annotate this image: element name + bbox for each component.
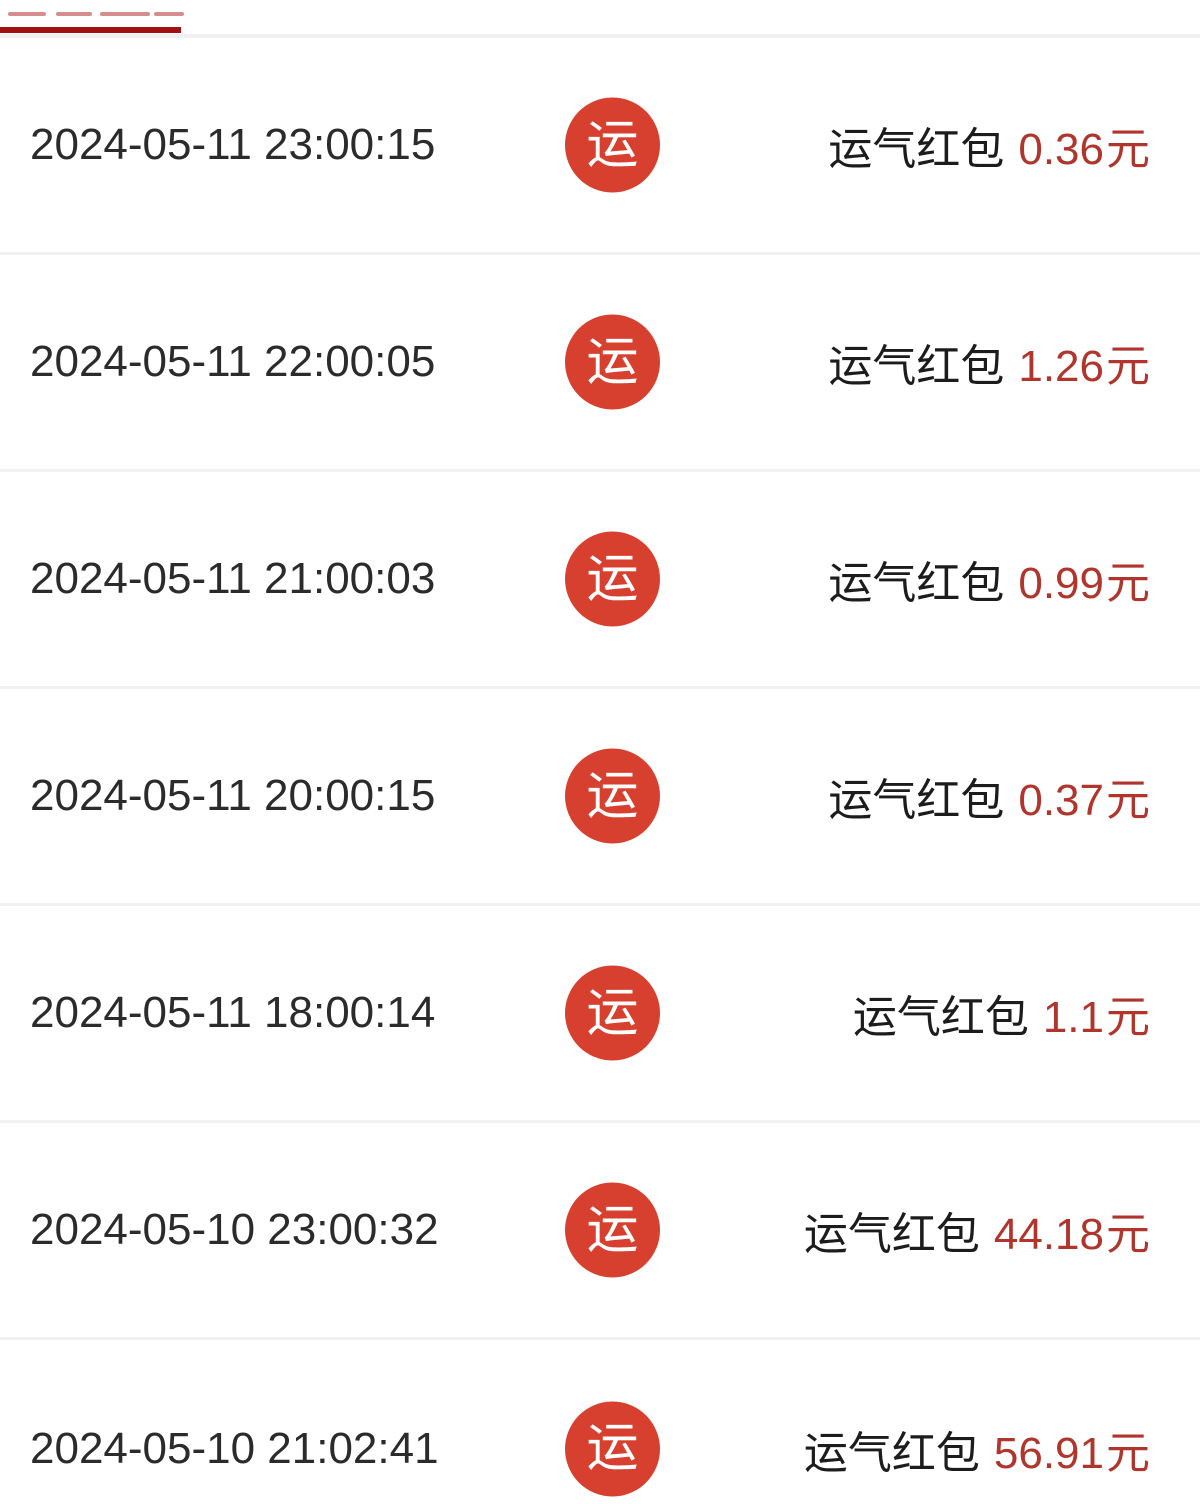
yun-character-glyph: 运: [586, 1201, 639, 1259]
currency-unit: 元: [1106, 776, 1150, 825]
cropped-tab-text-fragment: [8, 12, 46, 16]
lucky-red-packet-icon: 运: [565, 1182, 660, 1278]
currency-unit: 元: [1106, 342, 1150, 391]
record-label: 运气红包: [828, 559, 1005, 608]
record-amount: 56.91: [993, 1428, 1104, 1478]
record-row[interactable]: 2024-05-11 18:00:14 运 运气红包 1.1元: [0, 906, 1200, 1123]
record-label: 运气红包: [803, 1210, 980, 1259]
record-amount: 44.18: [993, 1210, 1104, 1259]
lucky-red-packet-icon: 运: [565, 1401, 660, 1496]
currency-unit: 元: [1106, 125, 1150, 174]
lucky-red-packet-icon: 运: [565, 965, 660, 1061]
yun-character-glyph: 运: [586, 550, 639, 608]
currency-unit: 元: [1106, 1428, 1150, 1478]
record-detail: 运气红包 0.37元: [828, 764, 1150, 828]
yun-character-glyph: 运: [586, 984, 639, 1042]
record-detail: 运气红包 1.26元: [828, 330, 1150, 394]
currency-unit: 元: [1106, 559, 1150, 608]
record-amount: 0.36: [1018, 125, 1104, 174]
cropped-tab-text-fragment: [100, 12, 150, 16]
record-detail: 运气红包 1.1元: [853, 981, 1150, 1045]
record-timestamp: 2024-05-11 21:00:03: [30, 554, 436, 603]
record-row[interactable]: 2024-05-11 22:00:05 运 运气红包 1.26元: [0, 255, 1200, 472]
active-tab-underline[interactable]: [0, 27, 181, 33]
record-label: 运气红包: [828, 776, 1005, 825]
record-detail: 运气红包 0.99元: [828, 547, 1150, 611]
record-label: 运气红包: [803, 1428, 980, 1478]
cropped-tab-text-fragment: [154, 12, 184, 16]
lucky-red-packet-icon: 运: [565, 97, 660, 193]
record-amount: 0.99: [1018, 559, 1104, 608]
yun-character-glyph: 运: [586, 1419, 639, 1478]
record-row[interactable]: 2024-05-11 23:00:15 运 运气红包 0.36元: [0, 38, 1200, 255]
currency-unit: 元: [1106, 993, 1150, 1042]
record-row[interactable]: 2024-05-10 21:02:41 运 运气红包 56.91元: [0, 1340, 1200, 1504]
tab-bar: [0, 0, 1200, 38]
yun-character-glyph: 运: [586, 767, 639, 825]
record-detail: 运气红包 56.91元: [804, 1417, 1150, 1481]
record-timestamp: 2024-05-10 21:02:41: [30, 1423, 439, 1473]
currency-unit: 元: [1106, 1210, 1150, 1259]
lucky-red-packet-icon: 运: [565, 531, 660, 627]
record-row[interactable]: 2024-05-11 20:00:15 运 运气红包 0.37元: [0, 689, 1200, 906]
record-timestamp: 2024-05-11 23:00:15: [30, 120, 436, 169]
record-amount: 1.26: [1018, 342, 1104, 391]
record-timestamp: 2024-05-11 18:00:14: [30, 988, 436, 1037]
record-row[interactable]: 2024-05-10 23:00:32 运 运气红包 44.18元: [0, 1123, 1200, 1340]
record-label: 运气红包: [828, 342, 1005, 391]
record-label: 运气红包: [852, 993, 1029, 1042]
record-amount: 1.1: [1042, 993, 1104, 1042]
lucky-red-packet-icon: 运: [565, 748, 660, 844]
record-row[interactable]: 2024-05-11 21:00:03 运 运气红包 0.99元: [0, 472, 1200, 689]
record-label: 运气红包: [828, 125, 1005, 174]
red-packet-record-list: 2024-05-11 23:00:15 运 运气红包 0.36元 2024-05-…: [0, 38, 1200, 1504]
yun-character-glyph: 运: [586, 333, 639, 391]
yun-character-glyph: 运: [586, 116, 639, 174]
record-detail: 运气红包 44.18元: [804, 1198, 1150, 1262]
lucky-red-packet-icon: 运: [565, 314, 660, 410]
record-timestamp: 2024-05-11 20:00:15: [30, 771, 436, 820]
record-timestamp: 2024-05-10 23:00:32: [30, 1205, 439, 1254]
record-amount: 0.37: [1018, 776, 1104, 825]
record-timestamp: 2024-05-11 22:00:05: [30, 337, 436, 386]
record-detail: 运气红包 0.36元: [828, 113, 1150, 177]
cropped-tab-text-fragment: [56, 12, 92, 16]
